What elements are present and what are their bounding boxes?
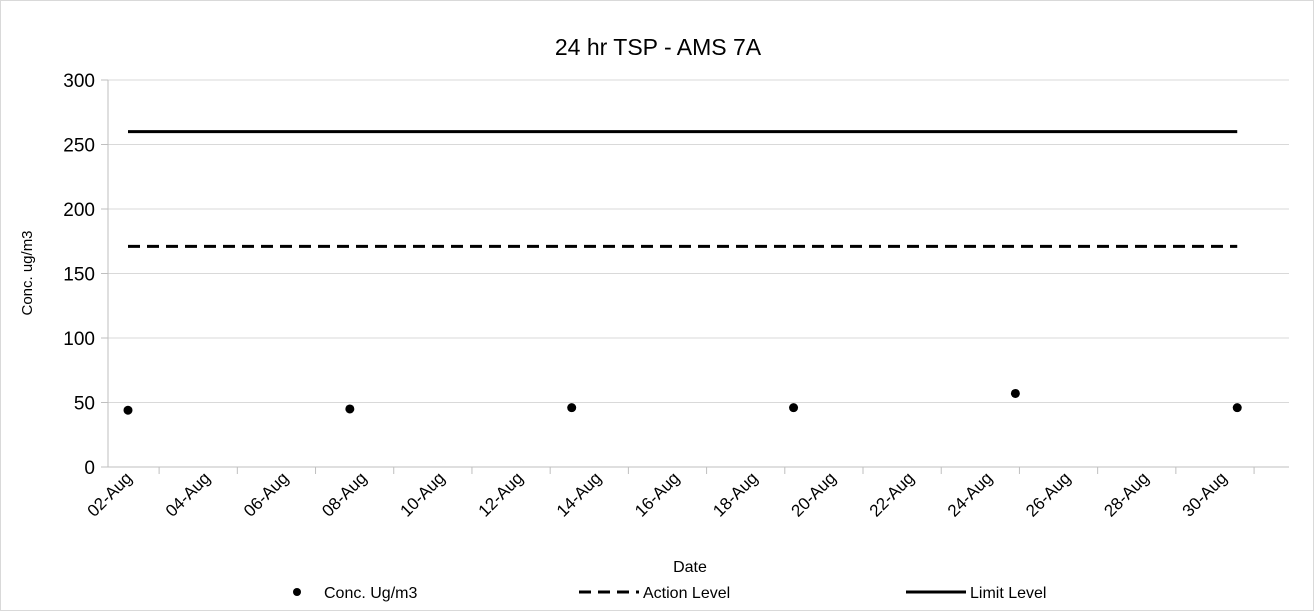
x-tick-label: 22-Aug (866, 468, 918, 520)
y-axis-label: Conc. ug/m3 (19, 230, 36, 315)
data-point (567, 403, 577, 413)
x-tick-label: 24-Aug (944, 468, 996, 520)
x-tick-label: 04-Aug (162, 468, 214, 520)
x-tick-label: 26-Aug (1022, 468, 1074, 520)
x-tick-label: 10-Aug (396, 468, 448, 520)
y-tick-label: 100 (63, 329, 95, 350)
data-point (1232, 403, 1242, 413)
data-point (789, 403, 799, 413)
chart-title: 24 hr TSP - AMS 7A (555, 34, 762, 60)
y-tick-label: 150 (63, 265, 95, 286)
y-tick-label: 0 (84, 458, 95, 479)
y-tick-label: 200 (63, 200, 95, 221)
x-tick-label: 20-Aug (788, 468, 840, 520)
legend-label: Conc. Ug/m3 (324, 585, 417, 602)
legend-label: Limit Level (970, 585, 1046, 602)
x-axis-label: Date (673, 559, 707, 576)
x-tick-label: 28-Aug (1100, 468, 1152, 520)
x-tick-label: 16-Aug (631, 468, 683, 520)
x-tick-label: 14-Aug (553, 468, 605, 520)
y-tick-label: 50 (74, 394, 95, 415)
data-point (345, 404, 355, 414)
x-tick-label: 12-Aug (475, 468, 527, 520)
legend: Conc. Ug/m3 Action Level Limit Level (293, 585, 1046, 602)
y-tick-label: 300 (63, 71, 95, 92)
x-tick-label: 08-Aug (318, 468, 370, 520)
y-tick-label: 250 (63, 136, 95, 157)
legend-marker (293, 588, 301, 596)
data-point (1010, 388, 1020, 398)
x-tick-label: 30-Aug (1179, 468, 1231, 520)
legend-label: Action Level (643, 585, 730, 602)
data-point (123, 405, 133, 415)
x-tick-label: 18-Aug (709, 468, 761, 520)
x-tick-label: 06-Aug (240, 468, 292, 520)
